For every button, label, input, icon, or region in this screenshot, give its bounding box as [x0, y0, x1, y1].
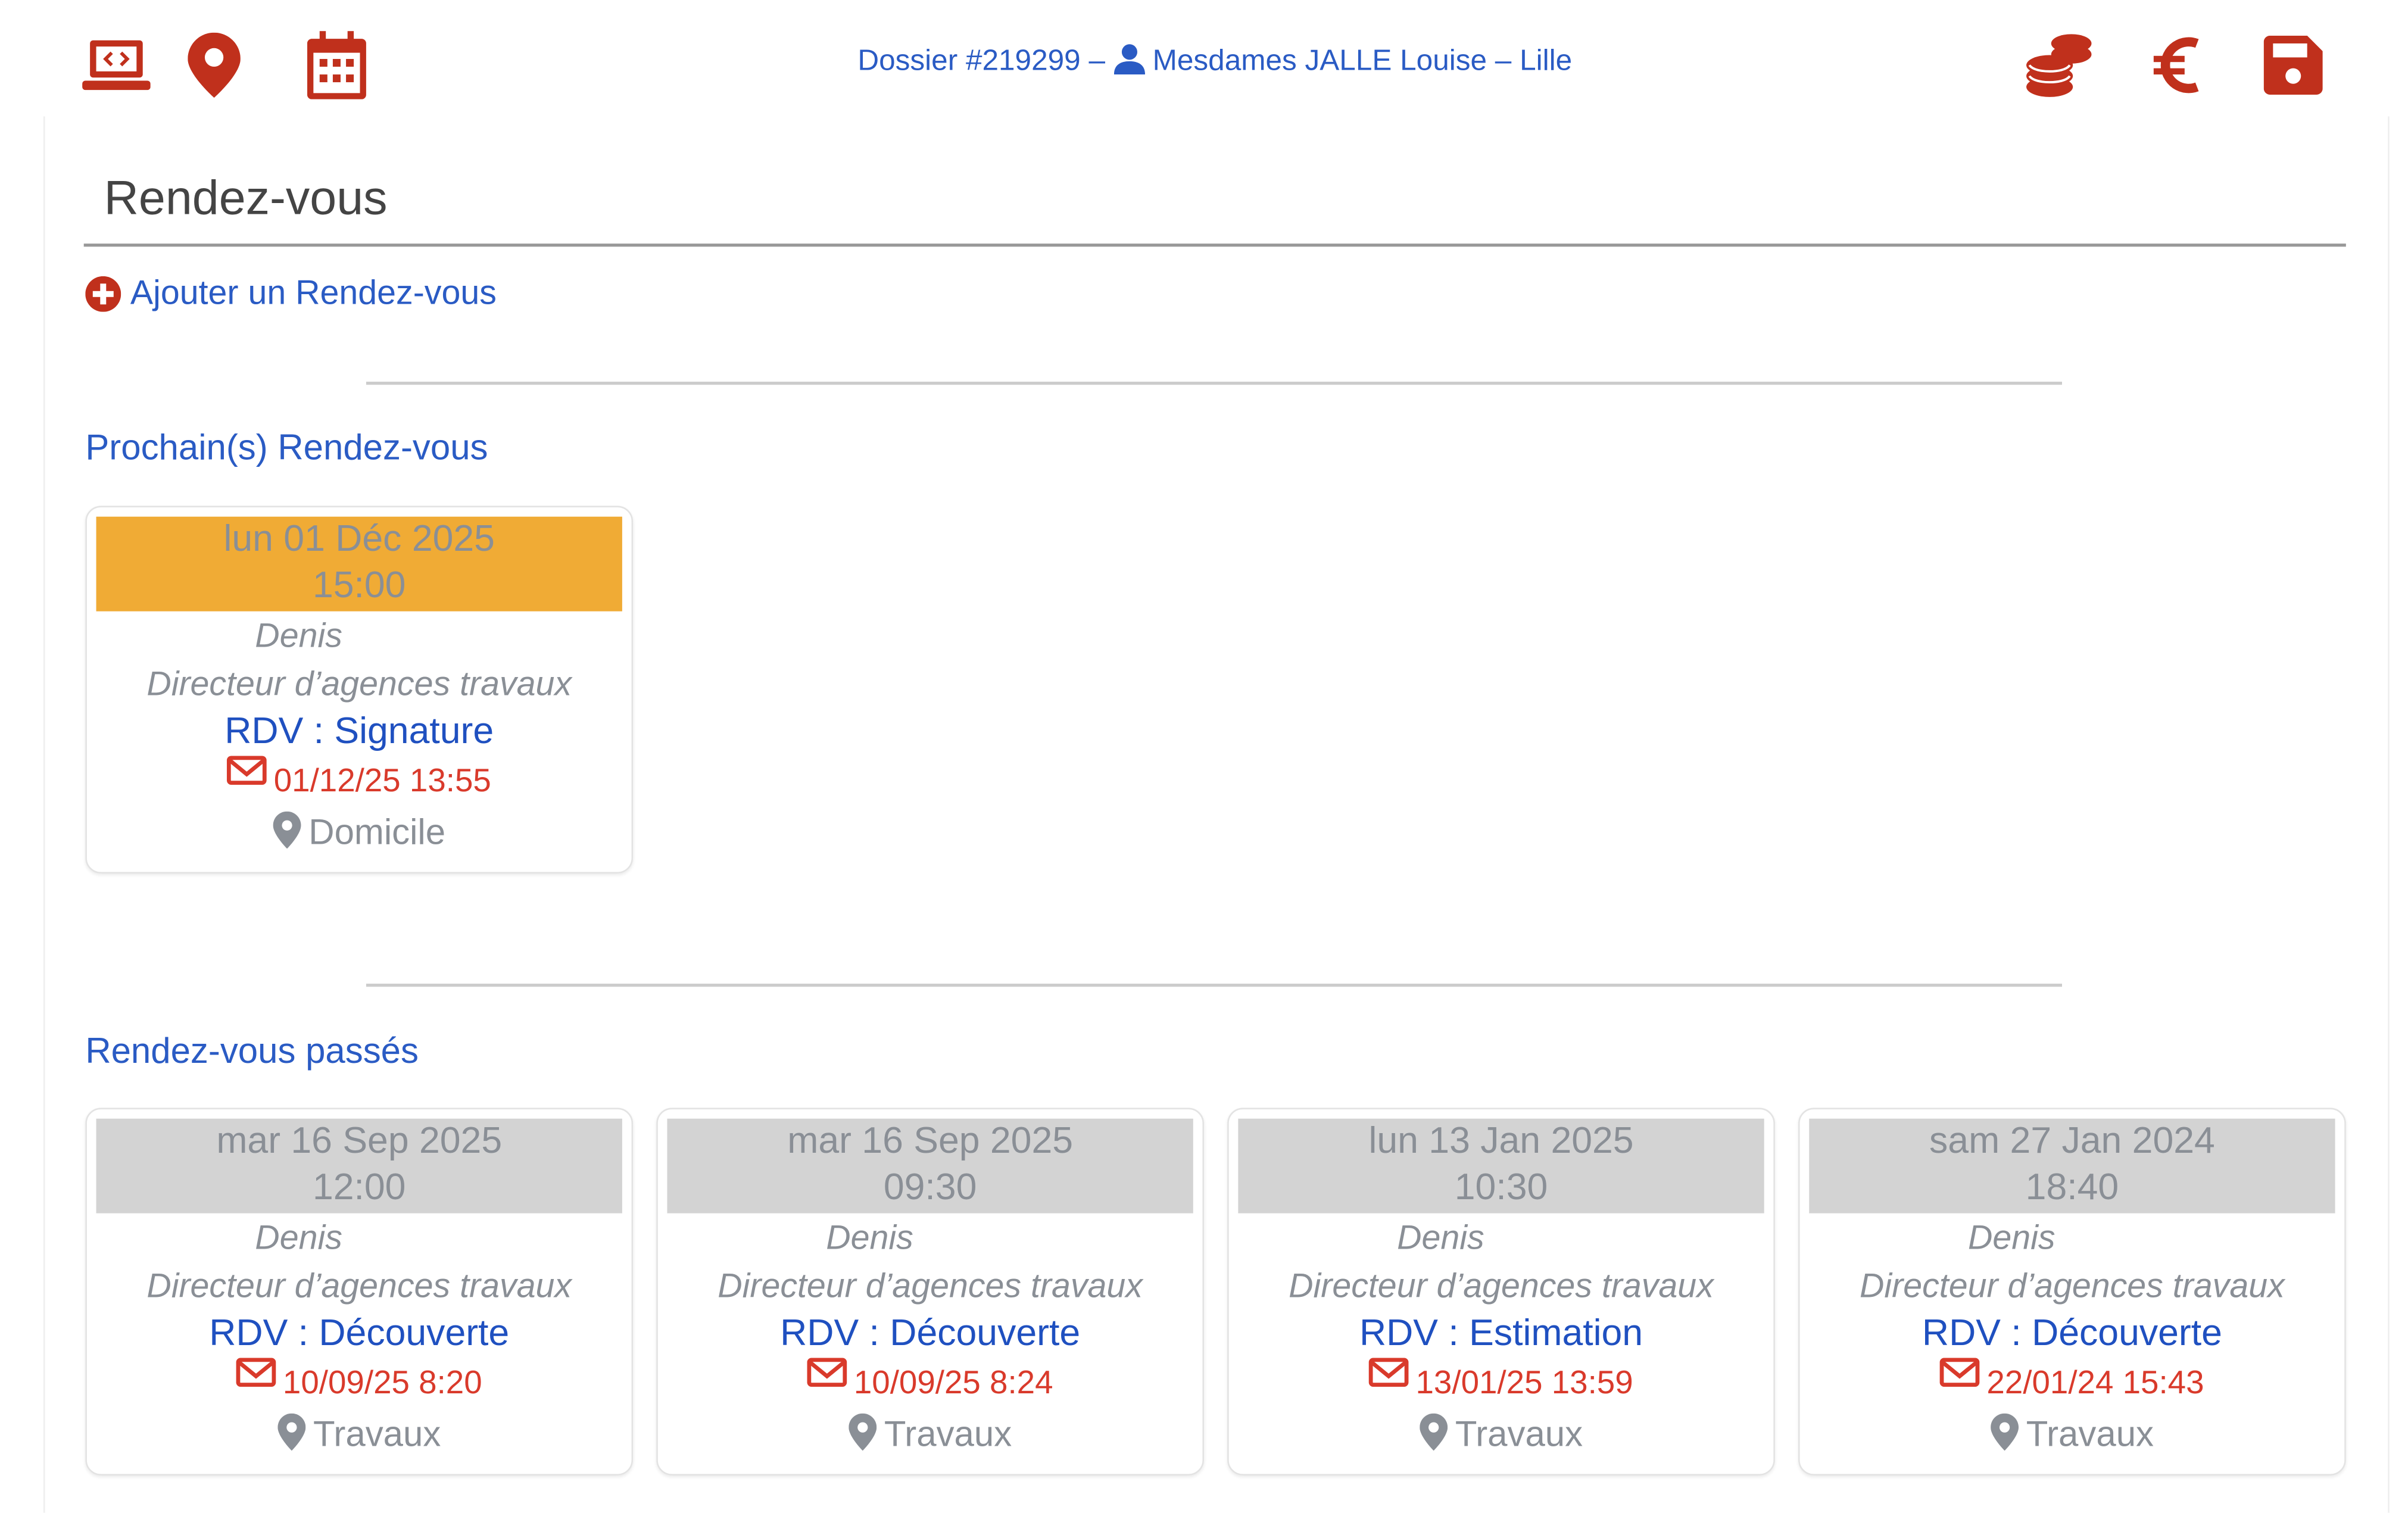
appointment-sent: 13/01/25 13:59 [1229, 1358, 1774, 1411]
appointment-sent-date: 10/09/25 8:24 [853, 1365, 1053, 1401]
upcoming-section-title: Prochain(s) Rendez-vous [85, 426, 488, 467]
appointment-date-band: mar 16 Sep 2025 12:00 [96, 1118, 622, 1213]
appointment-place: Domicile [308, 811, 446, 852]
map-marker-icon [273, 811, 301, 849]
envelope-icon [807, 1358, 847, 1387]
add-appointment-link[interactable]: Ajouter un Rendez-vous [85, 273, 497, 314]
appointment-type: RDV : Signature [224, 710, 494, 753]
appointment-type: RDV : Estimation [1359, 1312, 1643, 1355]
add-appointment-label: Ajouter un Rendez-vous [130, 273, 497, 312]
envelope-icon [1940, 1358, 1980, 1387]
appointment-role: Directeur d’agences travaux [718, 1266, 1143, 1305]
appointment-role: Directeur d’agences travaux [1289, 1266, 1714, 1305]
appointment-sent-date: 01/12/25 13:55 [273, 763, 491, 799]
appointment-date-band: lun 13 Jan 2025 10:30 [1238, 1118, 1764, 1213]
appointment-date: mar 16 Sep 2025 [787, 1120, 1074, 1162]
appointment-person: Denis [255, 616, 342, 655]
dossier-title: Dossier #219299 – Mesdames JALLE Louise … [0, 43, 2408, 79]
map-marker-icon [1419, 1413, 1448, 1451]
map-marker-icon [277, 1413, 305, 1451]
past-section-title: Rendez-vous passés [85, 1030, 419, 1071]
coins-icon[interactable] [2025, 31, 2093, 99]
appointment-card[interactable]: lun 01 Déc 2025 15:00 Denis Directeur d’… [85, 506, 634, 874]
appointment-date: lun 13 Jan 2025 [1368, 1120, 1634, 1162]
client-name[interactable]: Mesdames JALLE Louise – Lille [1152, 45, 1573, 78]
appointment-person: Denis [826, 1218, 913, 1257]
user-icon [1113, 44, 1144, 75]
dossier-number: Dossier #219299 – [857, 45, 1113, 78]
page-title: Rendez-vous [104, 170, 388, 225]
map-marker-icon [848, 1413, 877, 1451]
envelope-icon [227, 756, 267, 785]
appointment-time: 15:00 [312, 564, 406, 607]
appointment-date: lun 01 Déc 2025 [223, 518, 495, 560]
appointment-place: Travaux [313, 1413, 441, 1454]
appointment-time: 10:30 [1454, 1166, 1548, 1209]
appointment-card[interactable]: mar 16 Sep 2025 12:00 Denis Directeur d’… [85, 1108, 634, 1476]
appointment-sent: 01/12/25 13:55 [87, 756, 632, 809]
appointment-time: 12:00 [312, 1166, 406, 1209]
appointment-date-band: lun 01 Déc 2025 15:00 [96, 516, 622, 612]
divider [366, 382, 2062, 385]
content-panel [43, 116, 2390, 1513]
appointment-sent-date: 13/01/25 13:59 [1415, 1365, 1633, 1401]
euro-icon[interactable] [2144, 31, 2213, 99]
appointment-card[interactable]: sam 27 Jan 2024 18:40 Denis Directeur d’… [1798, 1108, 2346, 1476]
divider [366, 984, 2062, 987]
appointment-place: Travaux [2026, 1413, 2154, 1454]
appointment-sent-date: 22/01/24 15:43 [1986, 1365, 2204, 1401]
appointment-place: Travaux [884, 1413, 1012, 1454]
map-marker-icon [1990, 1413, 2019, 1451]
appointment-card[interactable]: mar 16 Sep 2025 09:30 Denis Directeur d’… [656, 1108, 1205, 1476]
appointment-date-band: mar 16 Sep 2025 09:30 [667, 1118, 1193, 1213]
appointment-type: RDV : Découverte [1922, 1312, 2222, 1355]
appointment-sent: 10/09/25 8:20 [87, 1358, 632, 1411]
laptop-code-icon[interactable] [82, 31, 151, 99]
map-marker-icon[interactable] [180, 31, 248, 99]
appointment-type: RDV : Découverte [780, 1312, 1081, 1355]
appointment-type: RDV : Découverte [209, 1312, 510, 1355]
appointment-sent: 10/09/25 8:24 [658, 1358, 1203, 1411]
envelope-icon [1369, 1358, 1409, 1387]
envelope-icon [236, 1358, 276, 1387]
appointment-role: Directeur d’agences travaux [146, 1266, 572, 1305]
appointment-role: Directeur d’agences travaux [146, 664, 572, 703]
appointment-date: mar 16 Sep 2025 [216, 1120, 503, 1162]
appointment-person: Denis [255, 1218, 342, 1257]
appointment-person: Denis [1968, 1218, 2055, 1257]
appointment-date: sam 27 Jan 2024 [1929, 1120, 2215, 1162]
appointment-date-band: sam 27 Jan 2024 18:40 [1809, 1118, 2335, 1213]
appointment-role: Directeur d’agences travaux [1860, 1266, 2285, 1305]
appointment-sent: 22/01/24 15:43 [1800, 1358, 2345, 1411]
title-divider [83, 244, 2346, 247]
plus-circle-icon [85, 275, 121, 311]
appointment-person: Denis [1397, 1218, 1484, 1257]
page: Dossier #219299 – Mesdames JALLE Louise … [0, 31, 2408, 1513]
appointment-card[interactable]: lun 13 Jan 2025 10:30 Denis Directeur d’… [1227, 1108, 1775, 1476]
appointment-time: 18:40 [2025, 1166, 2119, 1209]
appointment-time: 09:30 [883, 1166, 977, 1209]
appointment-sent-date: 10/09/25 8:20 [282, 1365, 482, 1401]
calendar-icon[interactable] [302, 31, 371, 99]
save-icon[interactable] [2259, 31, 2328, 99]
appointment-place: Travaux [1455, 1413, 1583, 1454]
